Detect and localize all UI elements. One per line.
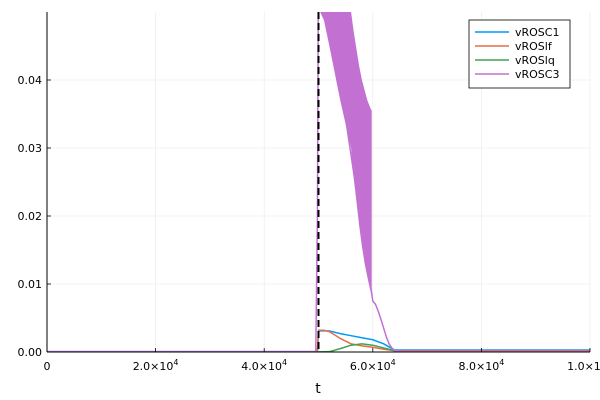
legend-label: vROSC3 [515, 68, 559, 81]
x-tick-label: 6.0×104 [350, 358, 396, 373]
y-tick-label: 0.00 [18, 346, 43, 359]
legend-label: vROSlf [515, 40, 553, 53]
legend-label: vROSC1 [515, 26, 559, 39]
axes [46, 12, 591, 353]
x-axis-label: t [315, 381, 321, 397]
y-tick-label: 0.02 [18, 210, 43, 223]
x-tick-label: 8.0×104 [458, 358, 504, 373]
tick-labels: 0 2.0×104 4.0×104 6.0×104 8.0×104 1.0×105 0.00… [18, 74, 600, 373]
x-tick-label: 0 [44, 360, 51, 373]
y-tick-label: 0.03 [18, 142, 43, 155]
x-tick-label: 2.0×104 [133, 358, 179, 373]
legend-label: vROSlq [515, 54, 555, 67]
y-tick-label: 0.01 [18, 278, 43, 291]
x-tick-label: 1.0×105 [567, 358, 600, 373]
y-tick-label: 0.04 [18, 74, 43, 87]
vrosc3-oscillation-band [320, 12, 372, 297]
x-tick-label: 4.0×104 [241, 358, 287, 373]
